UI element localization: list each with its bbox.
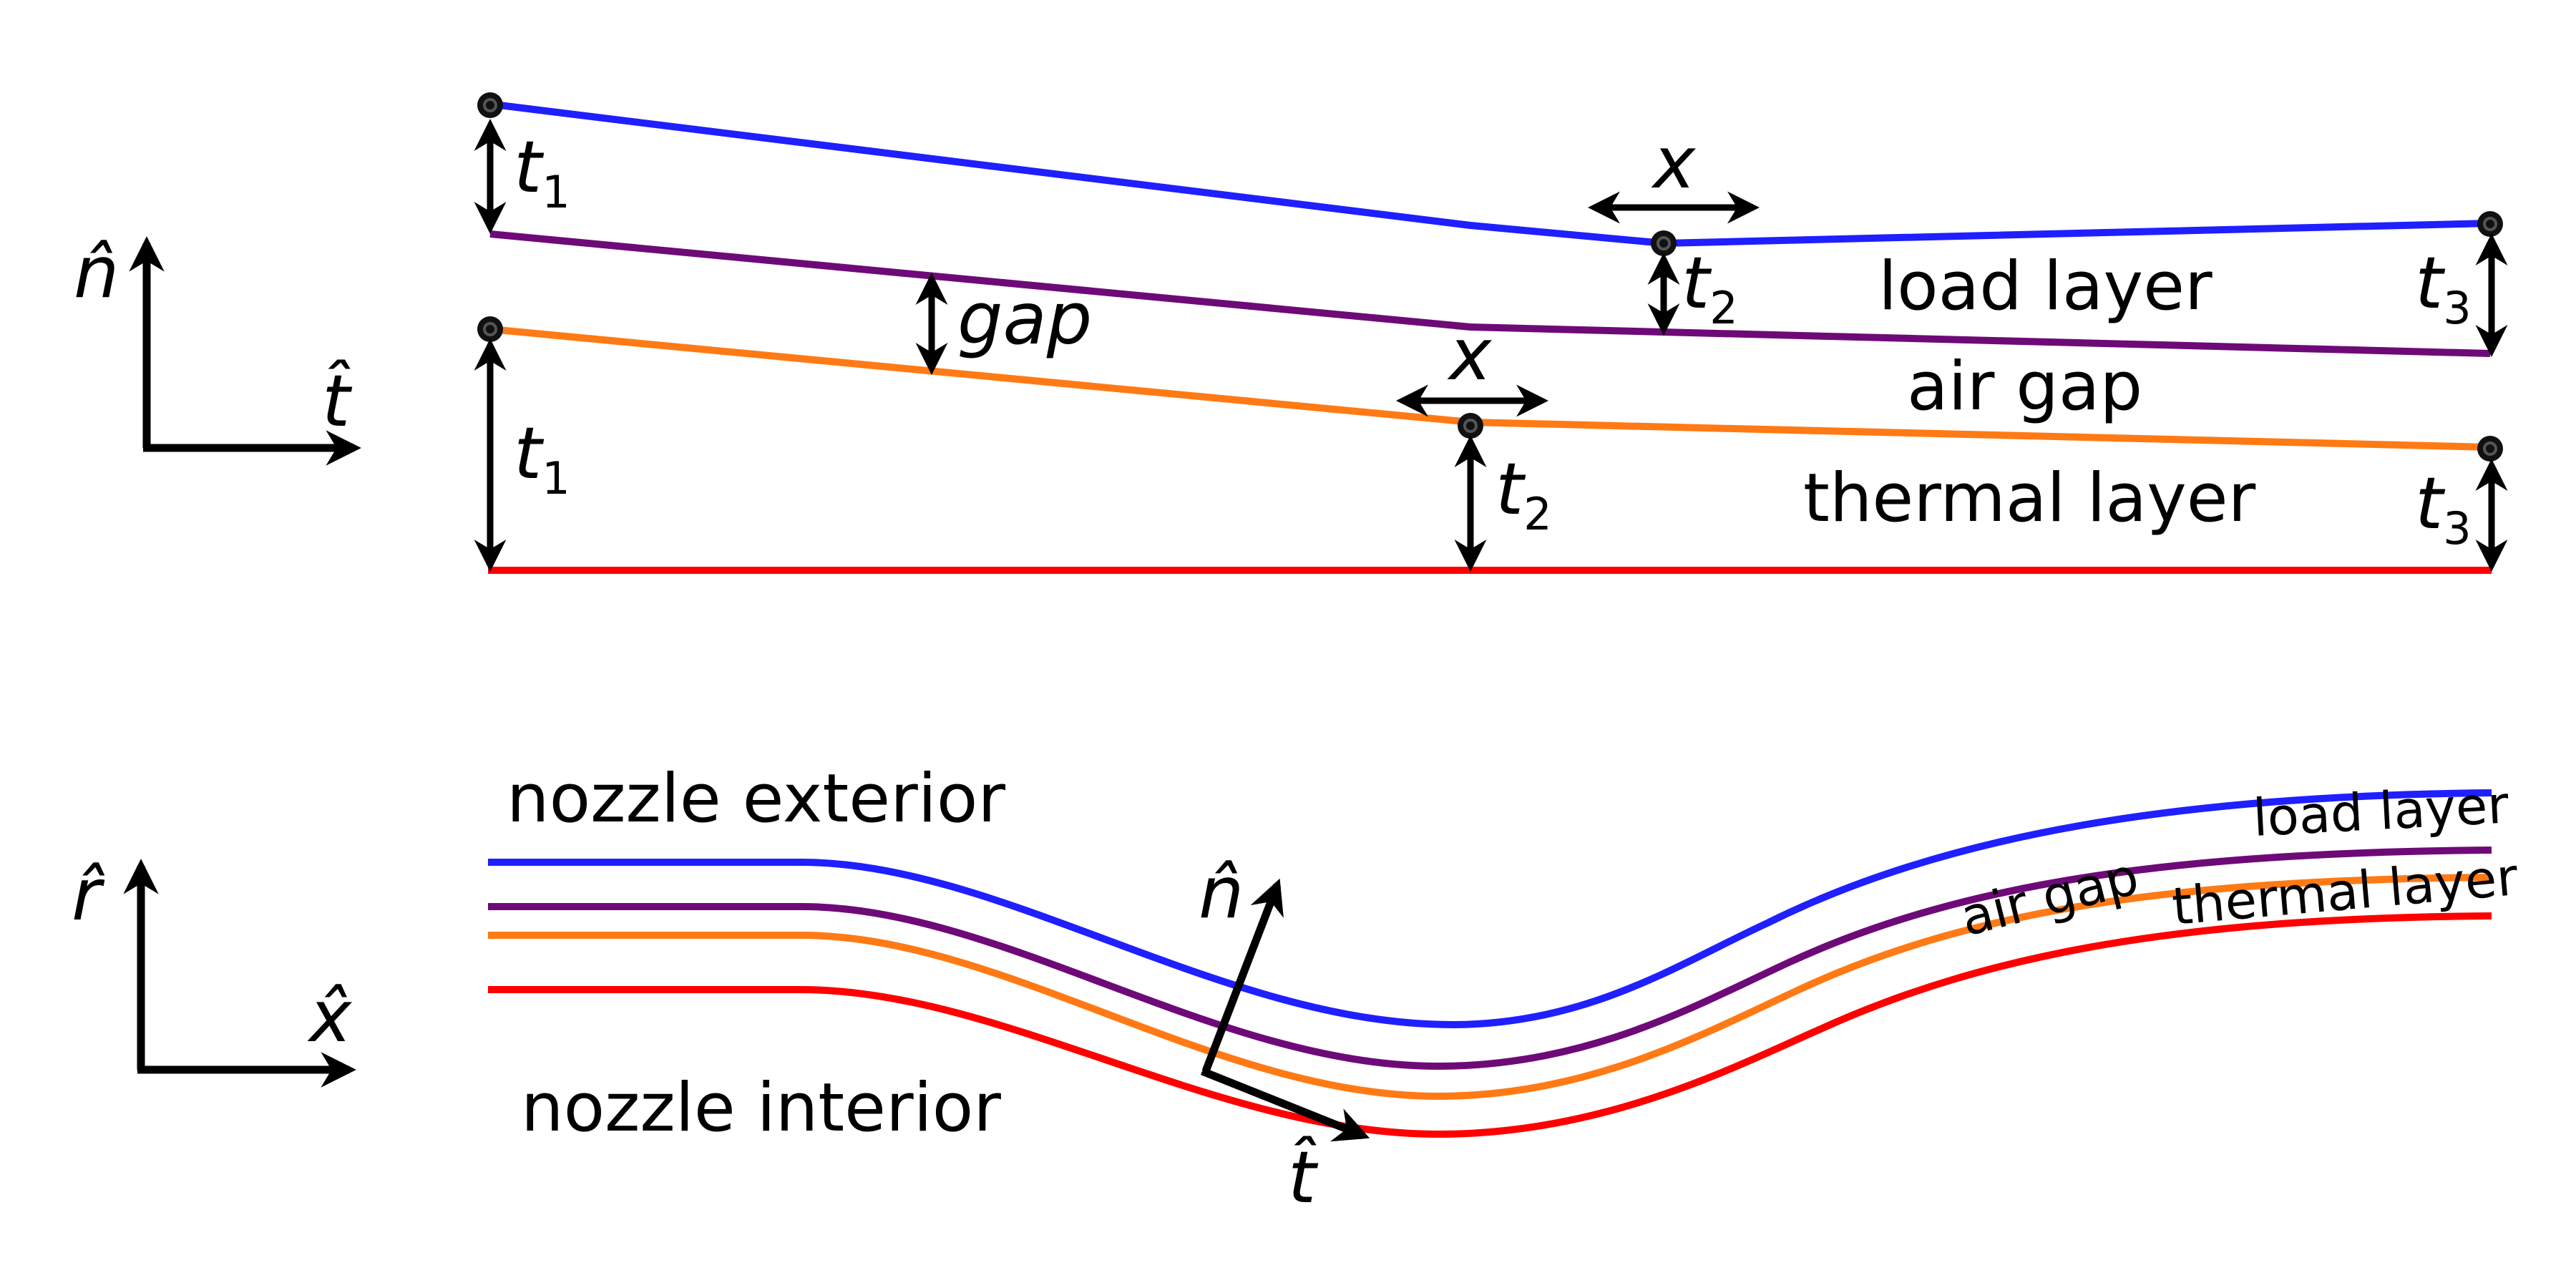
gap-label: gap — [957, 277, 1092, 361]
thermal-layer-label: thermal layer — [1803, 459, 2256, 537]
control-point[interactable] — [477, 316, 503, 342]
control-point[interactable] — [1651, 230, 1677, 256]
control-point[interactable] — [2477, 436, 2503, 462]
nozzle-thermal-outer-curve — [488, 874, 2492, 1101]
air-gap-label: air gap — [1907, 348, 2142, 426]
t1-load-label: t1 — [514, 125, 570, 218]
t2-load-label: t2 — [1682, 241, 1738, 334]
local-t-hat-arrow — [1200, 1067, 1370, 1142]
t-hat-label: t̂ — [322, 359, 353, 443]
load-layer-inner-line — [489, 230, 2491, 357]
nozzle-exterior-label: nozzle exterior — [507, 760, 1005, 838]
nozzle-load-inner-curve — [488, 847, 2492, 1070]
t2-thermal-label: t2 — [1496, 447, 1552, 540]
local-n-hat-label: n̂ — [1199, 851, 1244, 935]
bottom-axes: r̂ x̂ — [72, 853, 356, 1088]
bottom-load-layer-label: load layer — [2251, 774, 2510, 848]
bottom-air-gap-label: air gap — [1955, 846, 2145, 948]
control-point[interactable] — [1458, 413, 1483, 439]
t3-thermal-label: t3 — [2415, 462, 2472, 555]
n-hat-label: n̂ — [74, 230, 119, 314]
t1-thermal-label: t1 — [514, 411, 570, 504]
nozzle-thermal-inner-curve — [488, 912, 2492, 1138]
control-point[interactable] — [477, 92, 503, 118]
r-hat-label: r̂ — [72, 853, 105, 937]
x-thermal-label: x — [1447, 313, 1493, 396]
nozzle-load-outer-curve — [488, 789, 2492, 1029]
load-layer-outer-line — [487, 100, 2491, 247]
local-t-hat-label: t̂ — [1288, 1136, 1319, 1219]
nozzle-interior-label: nozzle interior — [521, 1069, 1001, 1147]
x-load-label: x — [1651, 121, 1697, 205]
bottom-panel: r̂ x̂ n̂ t̂ nozzle exterior nozzle inter… — [72, 760, 2520, 1219]
control-point[interactable] — [2477, 211, 2503, 237]
local-n-hat-arrow — [1201, 878, 1284, 1073]
top-axes: n̂ t̂ — [74, 230, 361, 466]
x-hat-label: x̂ — [307, 975, 353, 1058]
load-layer-label: load layer — [1878, 248, 2212, 326]
top-panel: n̂ t̂ t1 t2 t3 x gap t1 t2 — [74, 92, 2508, 574]
t3-load-label: t3 — [2415, 241, 2472, 334]
